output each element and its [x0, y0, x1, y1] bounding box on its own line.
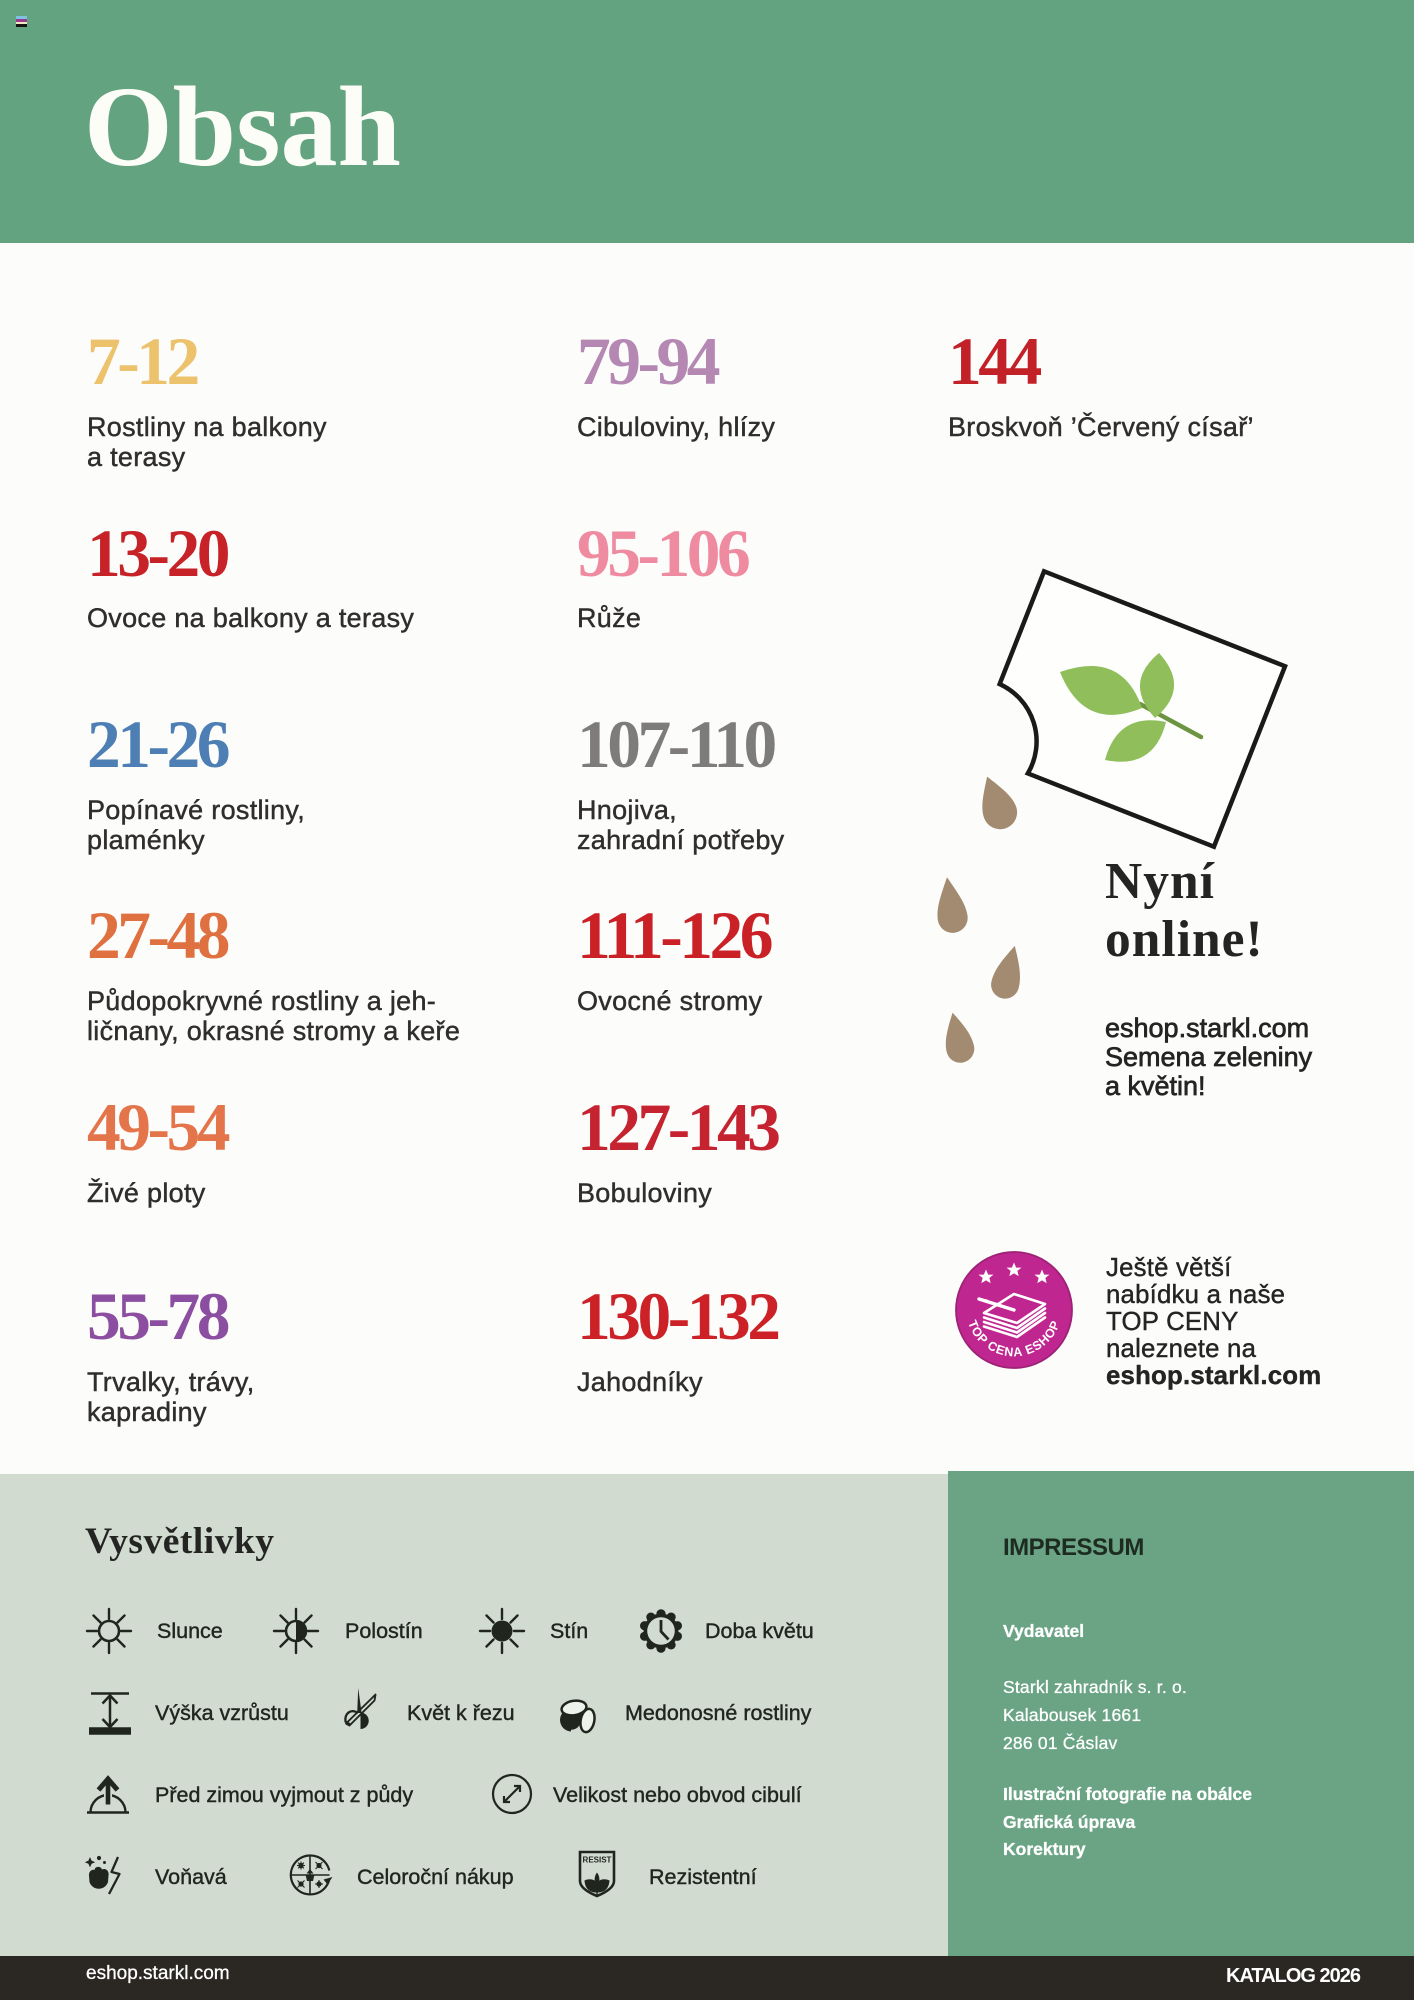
svg-text:RESIST: RESIST — [583, 1856, 612, 1865]
